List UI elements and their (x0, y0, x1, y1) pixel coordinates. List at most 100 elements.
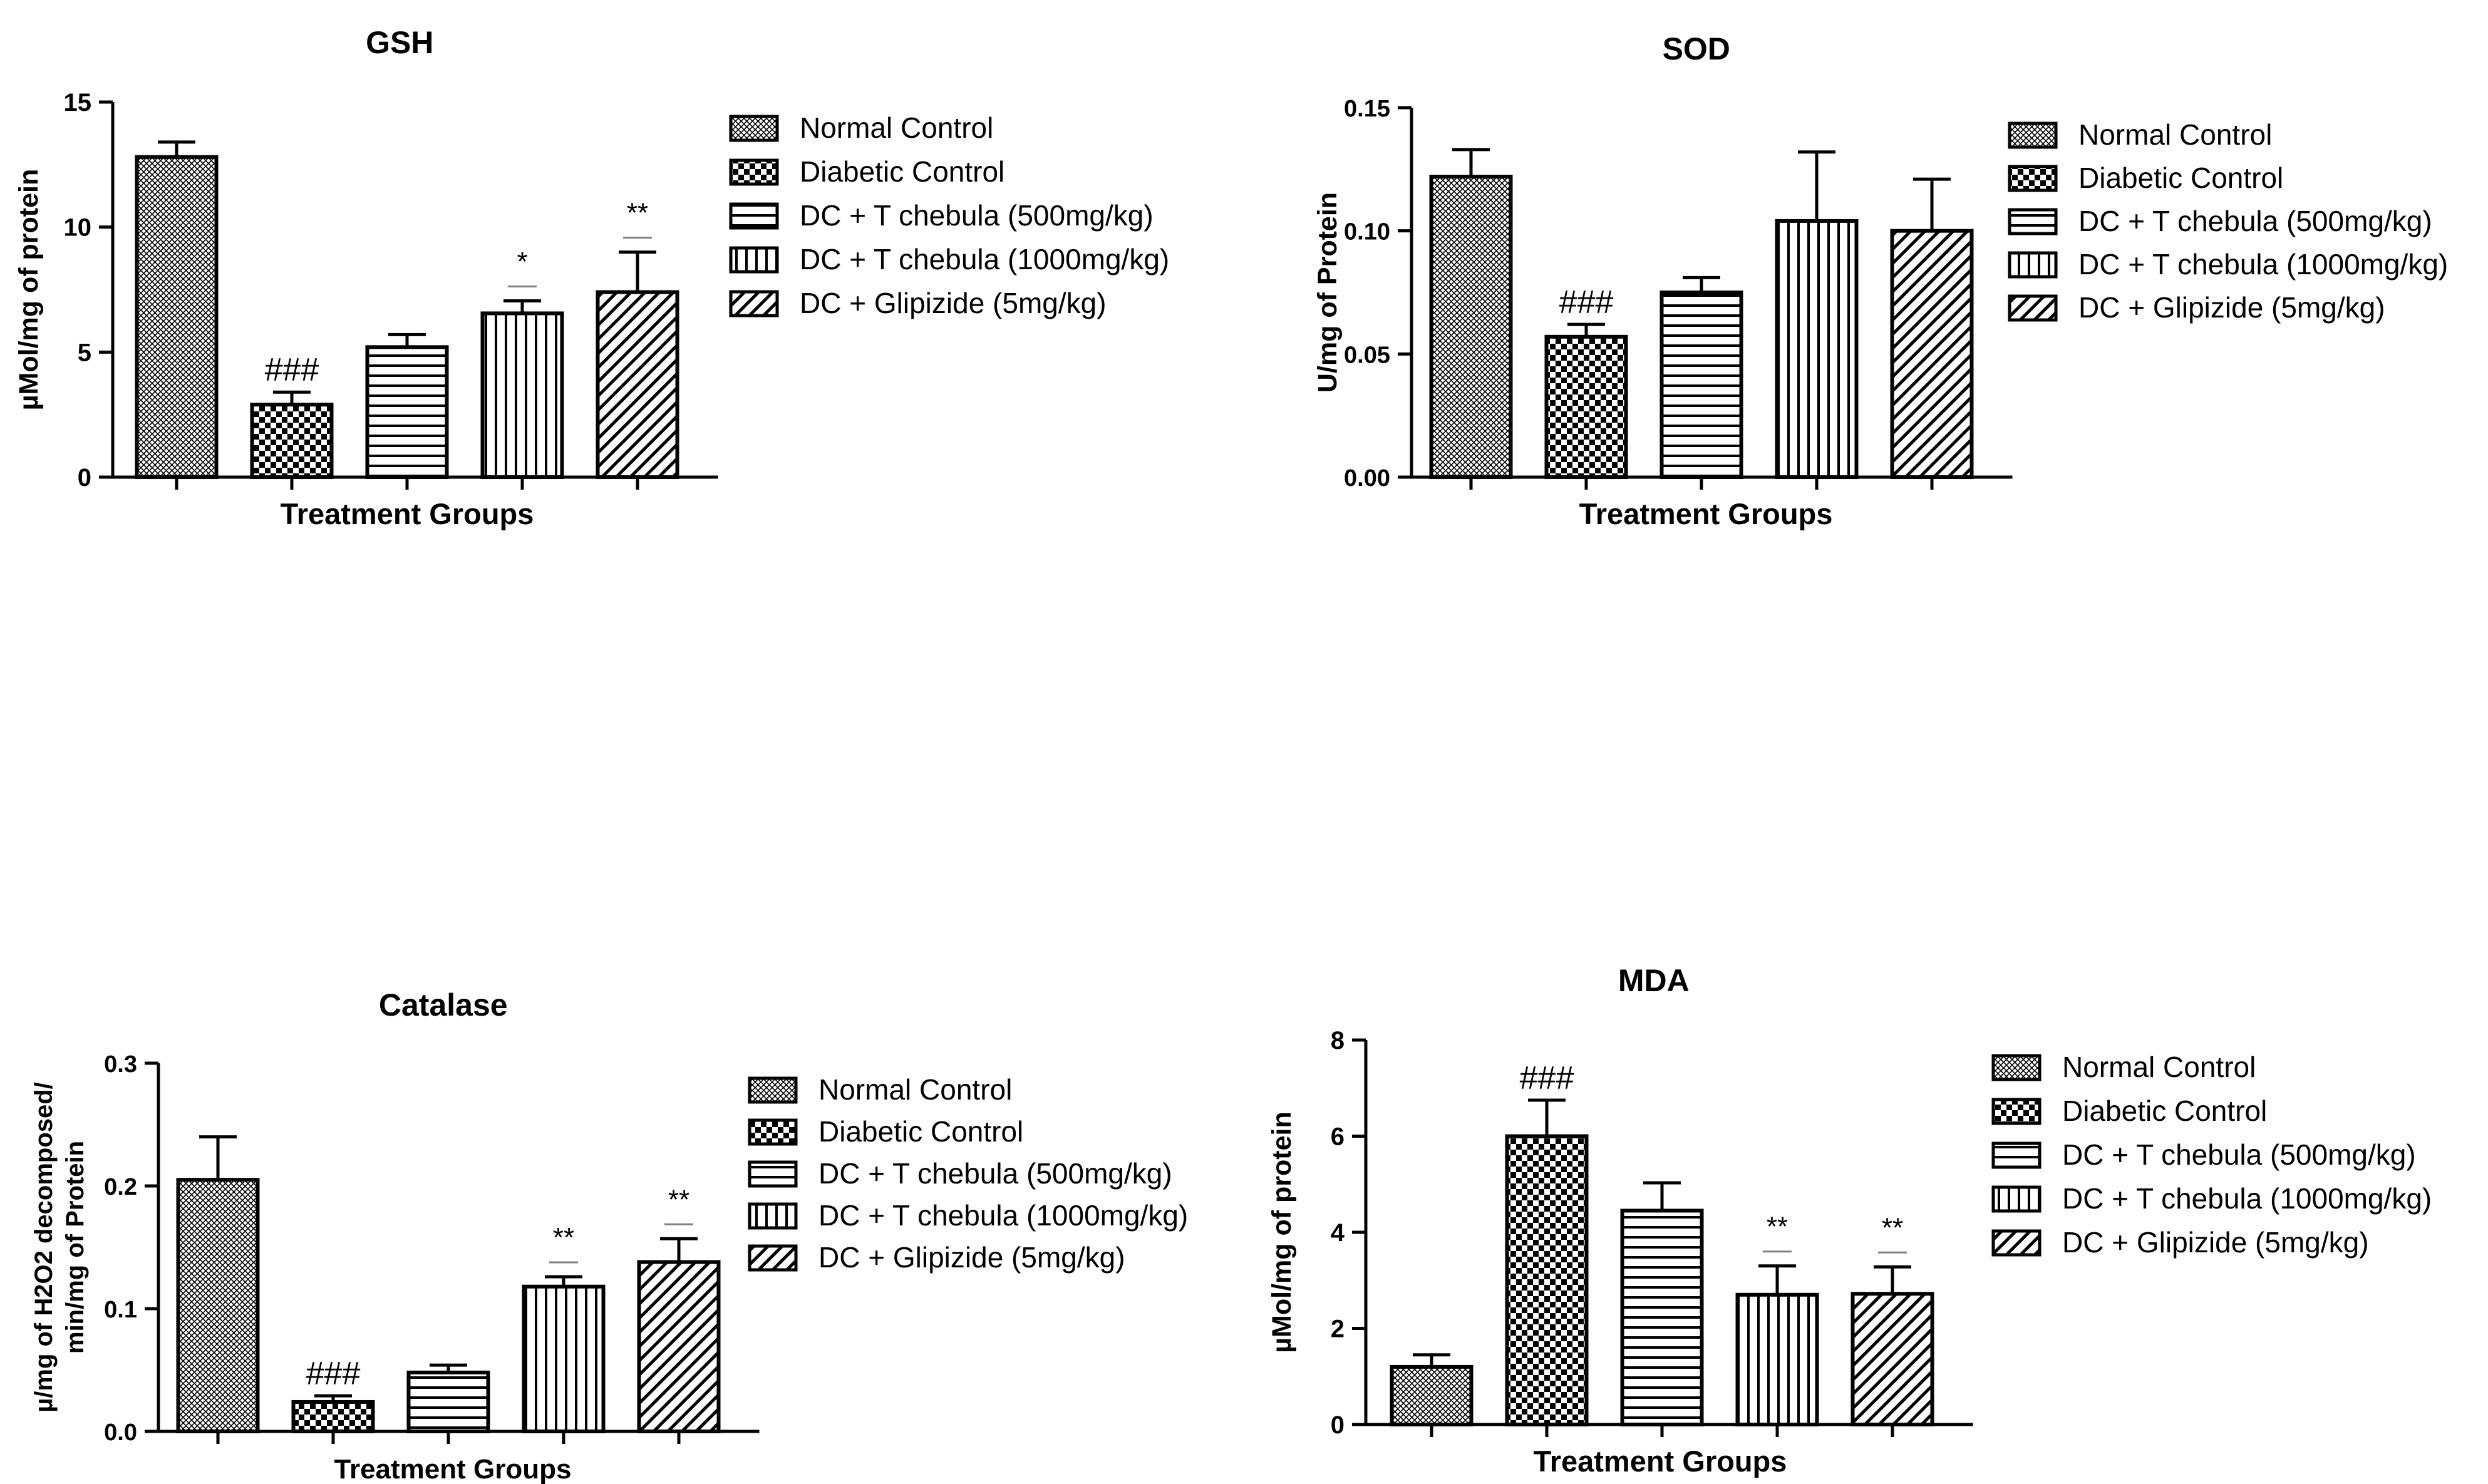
y-tick-label: 0.2 (104, 1174, 137, 1200)
legend-swatch (2008, 294, 2058, 322)
bar (1390, 1364, 1474, 1426)
y-axis-label: U/mg of Protein (1313, 192, 1343, 393)
bar (406, 1370, 490, 1433)
significance-label: ### (265, 352, 319, 388)
bar (365, 345, 449, 480)
bar (1429, 175, 1513, 479)
y-tick-label: 0 (78, 464, 91, 492)
legend-label: Normal Control (2078, 118, 2272, 151)
bar (250, 403, 334, 480)
legend-swatch (748, 1118, 798, 1146)
legend-swatch (2008, 165, 2058, 192)
y-axis-label: µMol/mg of protein (1267, 1111, 1297, 1353)
legend-label: DC + Glipizide (5mg/kg) (2062, 1226, 2369, 1259)
chart-title: MDA (1618, 963, 1690, 998)
bar (1890, 229, 1974, 479)
significance-label: ** (627, 198, 648, 229)
y-tick-label: 6 (1331, 1123, 1345, 1151)
chart-title: GSH (366, 25, 433, 60)
y-axis-label: min/mg of Protein (61, 1141, 89, 1354)
legend-label: DC + T chebula (500mg/kg) (818, 1157, 1172, 1190)
legend-swatch (2008, 121, 2058, 149)
legend-swatch (729, 158, 779, 186)
y-tick-label: 2 (1331, 1316, 1345, 1343)
y-tick-label: 10 (64, 214, 92, 242)
legend-swatch (748, 1244, 798, 1272)
x-axis-label: Treatment Groups (1579, 497, 1833, 530)
legend-label: DC + Glipizide (5mg/kg) (2078, 291, 2385, 324)
x-axis-label: Treatment Groups (334, 1454, 572, 1484)
legend-label: DC + T chebula (1000mg/kg) (818, 1199, 1188, 1232)
legend-label: DC + T chebula (1000mg/kg) (800, 243, 1169, 276)
legend-swatch (729, 290, 779, 317)
significance-label: ### (306, 1356, 361, 1392)
legend-label: Diabetic Control (2062, 1095, 2267, 1127)
x-axis-label: Treatment Groups (1534, 1445, 1787, 1478)
y-tick-label: 0.0 (104, 1420, 137, 1446)
y-tick-label: 5 (78, 339, 91, 366)
legend-swatch (1991, 1229, 2042, 1257)
bar (1620, 1208, 1704, 1427)
legend-label: Normal Control (2062, 1051, 2256, 1083)
legend-swatch (2008, 208, 2058, 235)
legend-label: DC + Glipizide (5mg/kg) (818, 1241, 1125, 1274)
bar (135, 155, 219, 479)
legend-label: DC + T chebula (500mg/kg) (2078, 205, 2432, 237)
legend-label: DC + T chebula (1000mg/kg) (2078, 248, 2448, 281)
significance-label: ** (553, 1222, 574, 1253)
legend-label: DC + T chebula (1000mg/kg) (2062, 1182, 2432, 1215)
bar (1505, 1134, 1589, 1426)
bar (522, 1284, 606, 1433)
legend-label: DC + Glipizide (5mg/kg) (800, 287, 1107, 319)
legend-swatch (1991, 1054, 2042, 1081)
bar (1851, 1292, 1934, 1426)
legend-label: DC + T chebula (500mg/kg) (800, 199, 1154, 232)
bar (291, 1399, 375, 1433)
legend-label: DC + T chebula (500mg/kg) (2062, 1138, 2416, 1171)
legend-label: Diabetic Control (818, 1115, 1023, 1148)
legend-swatch (1991, 1098, 2042, 1125)
legend-swatch (729, 115, 779, 142)
bar (1775, 219, 1859, 479)
bar (596, 290, 679, 479)
y-tick-label: 0.3 (104, 1051, 137, 1078)
significance-label: ### (1559, 284, 1614, 321)
y-tick-label: 15 (64, 89, 92, 116)
legend-label: Normal Control (800, 111, 993, 144)
significance-label: * (517, 246, 527, 277)
legend-label: Diabetic Control (800, 155, 1004, 188)
y-axis-label: µ/mg of H2O2 decomposed/ (30, 1082, 58, 1413)
bar (1735, 1292, 1819, 1426)
significance-label: ** (668, 1184, 689, 1215)
legend-label: Diabetic Control (2078, 162, 2283, 194)
y-tick-label: 0.10 (1344, 219, 1390, 245)
legend-swatch (729, 202, 779, 230)
legend-swatch (748, 1076, 798, 1104)
significance-label: ### (1520, 1060, 1574, 1096)
y-tick-label: 0 (1331, 1411, 1345, 1439)
y-tick-label: 0.1 (104, 1297, 137, 1323)
legend-label: Normal Control (818, 1073, 1012, 1106)
legend-swatch (2008, 251, 2058, 279)
legend-swatch (748, 1202, 798, 1230)
y-tick-label: 0.15 (1344, 96, 1390, 122)
legend-swatch (729, 246, 779, 274)
chart-title: SOD (1663, 31, 1730, 66)
bar (637, 1260, 721, 1434)
chart-title: Catalase (379, 987, 508, 1023)
chart-catalase: Catalase 0.0 0.1 0.2 0.3 µ/mg of H2O2 decompo… (30, 987, 1188, 1484)
chart-mda: MDA 0 2 4 6 8 µMol/mg of protein Treatment Grou… (1267, 963, 2432, 1478)
bar (1544, 334, 1628, 479)
legend-swatch (748, 1160, 798, 1188)
bar (480, 311, 564, 479)
bar (1660, 291, 1743, 479)
y-tick-label: 4 (1331, 1219, 1345, 1247)
legend-swatch (1991, 1185, 2042, 1213)
bar (176, 1178, 260, 1433)
significance-label: ** (1767, 1212, 1788, 1242)
legend-swatch (1991, 1141, 2042, 1169)
y-axis-label: µMol/mg of protein (14, 169, 44, 410)
y-tick-label: 8 (1331, 1027, 1345, 1054)
x-axis-label: Treatment Groups (281, 497, 534, 530)
